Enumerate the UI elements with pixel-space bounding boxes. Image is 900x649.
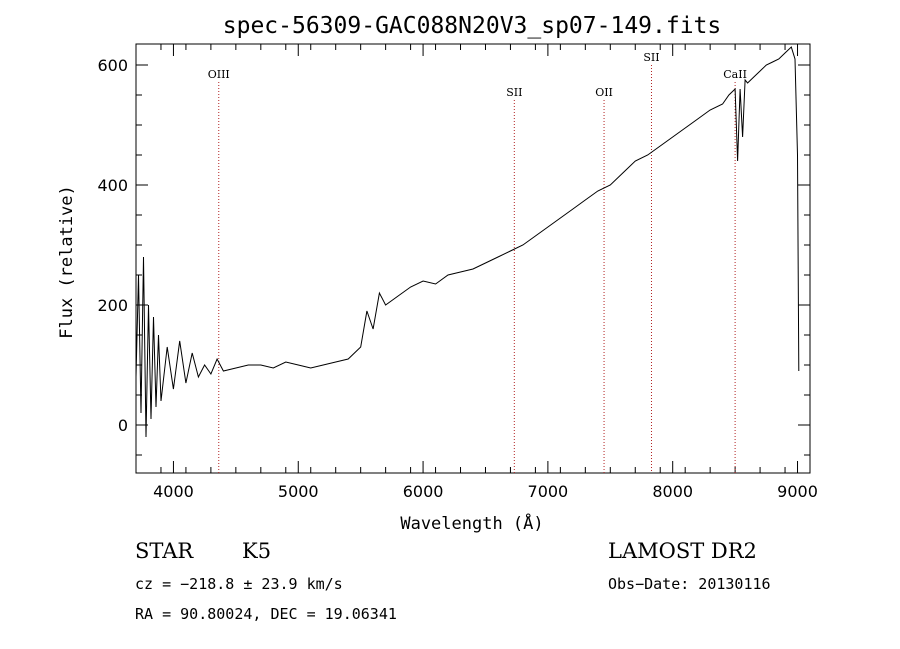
line-label: OII bbox=[595, 86, 613, 99]
y-tick-label: 600 bbox=[97, 56, 128, 75]
obs-date: Obs−Date: 20130116 bbox=[608, 575, 771, 593]
x-tick-label: 5000 bbox=[278, 482, 319, 501]
x-tick-label: 6000 bbox=[403, 482, 444, 501]
object-subclass: K5 bbox=[242, 539, 271, 563]
coordinates: RA = 90.80024, DEC = 19.06341 bbox=[135, 605, 397, 623]
x-axis-label: Wavelength (Å) bbox=[400, 512, 543, 534]
line-annotations: OIII SII OII SII CaII bbox=[208, 51, 747, 473]
plot-frame bbox=[135, 43, 811, 474]
object-type: STAR bbox=[135, 539, 194, 563]
redshift-readout: cz = −218.8 ± 23.9 km/s bbox=[135, 575, 343, 593]
line-label: SII bbox=[643, 51, 659, 64]
x-axis: 4000 5000 6000 7000 8000 9000 bbox=[135, 44, 818, 501]
y-axis-label: Flux (relative) bbox=[57, 185, 77, 339]
line-label: OIII bbox=[208, 68, 230, 81]
x-tick-label: 9000 bbox=[777, 482, 818, 501]
y-axis: 0 200 400 600 bbox=[97, 56, 810, 456]
y-tick-label: 400 bbox=[97, 176, 128, 195]
y-tick-label: 200 bbox=[97, 296, 128, 315]
y-tick-label: 0 bbox=[118, 416, 128, 435]
x-tick-label: 4000 bbox=[153, 482, 194, 501]
line-label: SII bbox=[506, 86, 522, 99]
x-tick-label: 8000 bbox=[652, 482, 693, 501]
spectrum-line bbox=[135, 46, 800, 438]
survey-name: LAMOST DR2 bbox=[608, 539, 757, 563]
line-label: CaII bbox=[723, 68, 747, 81]
x-tick-label: 7000 bbox=[528, 482, 569, 501]
chart-title: spec-56309-GAC088N20V3_sp07-149.fits bbox=[223, 13, 722, 39]
